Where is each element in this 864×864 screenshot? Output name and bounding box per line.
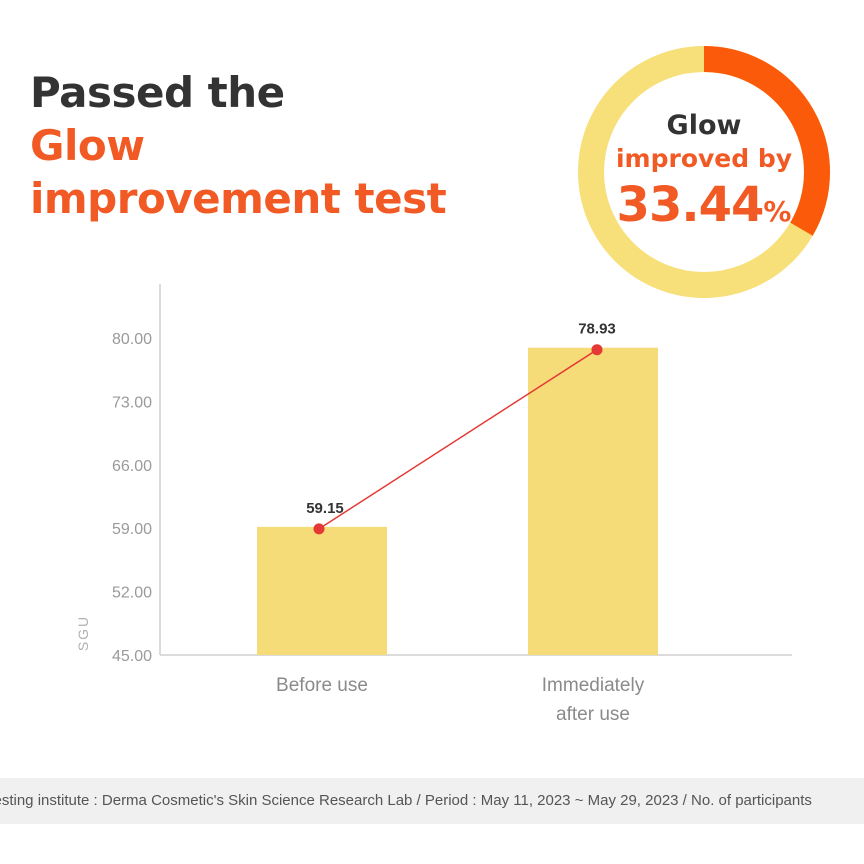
y-axis-title: SGU xyxy=(75,615,91,651)
bar xyxy=(257,526,387,655)
improvement-donut xyxy=(578,46,830,298)
x-category-label: after use xyxy=(556,704,630,725)
footer-text: Testing institute : Derma Cosmetic's Ski… xyxy=(0,792,812,809)
donut-progress-arc xyxy=(703,46,830,236)
headline: Passed the Glow improvement test xyxy=(30,66,447,225)
bar xyxy=(528,347,658,655)
x-category-label: Before use xyxy=(276,675,368,696)
y-tick-label: 45.00 xyxy=(112,648,152,665)
y-tick-label: 66.00 xyxy=(112,458,152,475)
footer-source-note: Testing institute : Derma Cosmetic's Ski… xyxy=(0,778,864,824)
donut-label-subtitle: improved by xyxy=(615,143,793,173)
data-value-label: 59.15 xyxy=(306,500,344,517)
y-tick-label: 59.00 xyxy=(112,521,152,538)
donut-label-value: 33.44% xyxy=(617,175,792,242)
donut-value-number: 33.44 xyxy=(616,176,765,233)
data-point-marker xyxy=(591,344,603,356)
data-point-marker xyxy=(313,523,325,535)
donut-label: Glow improved by 33.44% xyxy=(576,44,832,300)
headline-line-1: Passed the xyxy=(30,68,285,117)
glow-bar-chart: 45.00 52.00 59.00 66.00 73.00 80.00 SGU 59.15 78… xyxy=(75,284,792,725)
y-tick-label: 52.00 xyxy=(112,585,152,602)
donut-value-unit: % xyxy=(763,194,792,228)
y-tick-label: 80.00 xyxy=(112,331,152,348)
donut-label-title: Glow xyxy=(666,109,742,141)
x-category-label: Immediately xyxy=(542,675,645,696)
data-value-label: 78.93 xyxy=(578,321,616,338)
trend-line xyxy=(318,349,598,530)
headline-line-3: improvement test xyxy=(30,174,447,223)
y-tick-label: 73.00 xyxy=(112,394,152,411)
headline-line-2: Glow xyxy=(30,121,145,170)
